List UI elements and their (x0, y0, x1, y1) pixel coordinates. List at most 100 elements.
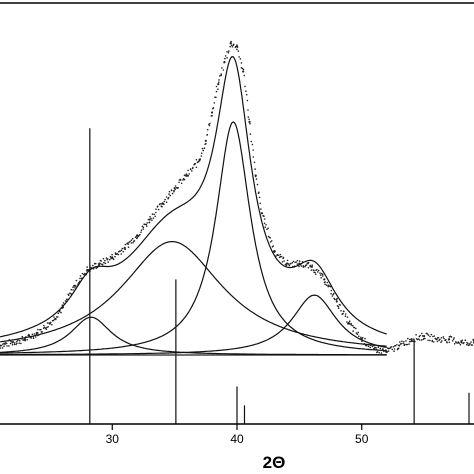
data-point (380, 349, 382, 352)
data-point (424, 337, 426, 340)
data-point (128, 241, 130, 244)
data-point (124, 248, 126, 250)
data-point (330, 289, 333, 292)
data-point (272, 245, 275, 247)
data-point (437, 336, 440, 339)
data-point (327, 284, 330, 287)
data-point (217, 88, 219, 90)
data-point (376, 351, 379, 353)
data-point (32, 336, 35, 338)
data-point (35, 333, 38, 335)
data-point (134, 236, 137, 238)
data-point (191, 170, 193, 172)
data-point (445, 339, 447, 341)
data-point (110, 257, 112, 259)
data-point (403, 343, 406, 346)
data-point (470, 341, 472, 343)
data-point (202, 149, 204, 152)
data-point (167, 196, 170, 199)
data-point (455, 342, 458, 344)
data-point (230, 40, 232, 43)
data-point (221, 67, 223, 69)
data-point (241, 67, 244, 70)
data-point (67, 294, 70, 297)
data-point (426, 333, 429, 335)
data-point (419, 334, 422, 337)
data-point (339, 304, 342, 306)
data-point (309, 264, 312, 267)
data-point (206, 133, 209, 136)
data-point (192, 166, 194, 169)
data-point (13, 343, 16, 346)
data-point (343, 310, 345, 313)
data-point (62, 302, 65, 304)
data-point (148, 221, 151, 224)
data-point (135, 235, 138, 237)
data-point (101, 264, 104, 266)
data-point (396, 344, 398, 346)
data-point (227, 52, 230, 54)
data-point (224, 57, 226, 60)
data-point (250, 140, 253, 143)
data-point (14, 342, 16, 344)
data-point (73, 285, 75, 287)
data-point (403, 341, 405, 343)
data-point (199, 158, 201, 160)
data-point (471, 344, 474, 346)
data-point (385, 349, 387, 351)
data-point (391, 348, 394, 351)
data-point (120, 249, 123, 252)
data-point (144, 223, 146, 226)
data-point (182, 179, 184, 181)
data-point (311, 264, 314, 267)
data-point (379, 347, 382, 350)
data-point (321, 273, 324, 276)
data-point (314, 273, 317, 276)
data-point (302, 266, 305, 268)
data-point (380, 352, 383, 354)
data-point (282, 256, 285, 259)
data-point (127, 246, 130, 248)
data-point (30, 337, 33, 339)
data-point (347, 323, 349, 325)
data-point (70, 288, 73, 291)
data-point (298, 265, 300, 268)
data-point (106, 258, 109, 260)
data-point (168, 190, 171, 193)
data-point (150, 217, 152, 220)
data-point (218, 79, 220, 81)
data-point (50, 321, 52, 324)
data-point (362, 337, 364, 339)
data-point (418, 339, 421, 341)
data-point (66, 298, 68, 301)
data-point (183, 178, 186, 181)
data-point (369, 346, 372, 349)
data-point (140, 231, 142, 233)
data-point (103, 261, 105, 264)
data-point (409, 338, 411, 341)
data-point (211, 114, 213, 117)
data-point (49, 323, 51, 325)
data-point (440, 337, 443, 339)
data-point (230, 44, 233, 46)
data-point (74, 285, 76, 287)
fitted-peak-curve (0, 316, 387, 356)
data-point (248, 120, 251, 123)
data-point (180, 182, 183, 185)
data-point (122, 250, 125, 253)
data-point (393, 348, 396, 350)
data-point (317, 271, 319, 273)
data-point (463, 342, 465, 344)
data-point (319, 272, 321, 274)
data-point (238, 56, 240, 58)
data-point (0, 344, 1, 347)
data-point (40, 328, 42, 331)
data-point (170, 189, 173, 191)
data-point (0, 344, 3, 347)
data-point (443, 337, 445, 340)
data-point (386, 351, 389, 353)
data-point (37, 328, 39, 331)
data-point (219, 75, 221, 77)
data-point (236, 46, 239, 48)
data-point (335, 300, 338, 303)
